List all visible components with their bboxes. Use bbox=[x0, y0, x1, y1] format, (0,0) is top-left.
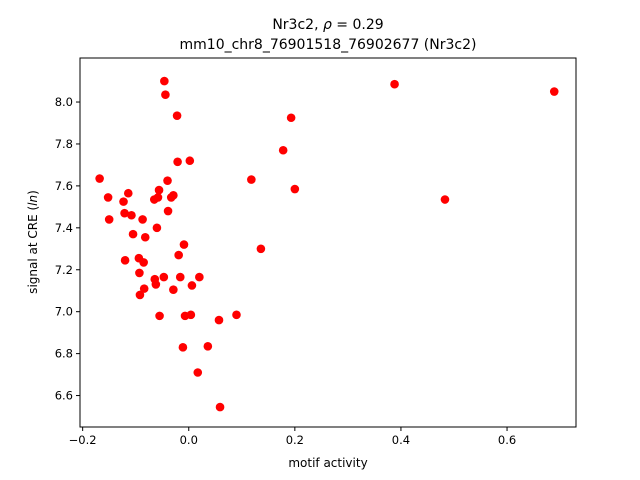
axis-ticks: −0.2 0.0 0.2 0.4 0.6 6.6 6.8 7.0 7.2 7.4 7.6 7.8 8.0 bbox=[55, 95, 516, 447]
data-points bbox=[95, 76, 559, 412]
data-point bbox=[138, 215, 147, 224]
data-point bbox=[128, 229, 138, 239]
data-point bbox=[232, 310, 241, 320]
data-point bbox=[161, 90, 170, 99]
y-tick-label: 7.8 bbox=[55, 137, 73, 151]
y-tick-label: 7.0 bbox=[55, 305, 73, 319]
data-point bbox=[290, 184, 300, 194]
data-point bbox=[140, 232, 150, 242]
data-point bbox=[154, 185, 164, 195]
data-point bbox=[390, 79, 399, 89]
data-point bbox=[247, 175, 256, 184]
data-point bbox=[195, 272, 204, 282]
data-point bbox=[153, 193, 163, 202]
data-point bbox=[95, 174, 104, 183]
data-point bbox=[135, 290, 145, 300]
data-point bbox=[123, 188, 133, 198]
data-point bbox=[119, 197, 128, 206]
y-tick-label: 7.4 bbox=[55, 221, 73, 235]
data-point bbox=[187, 281, 197, 290]
data-point bbox=[172, 111, 182, 120]
plot-frame bbox=[79, 57, 577, 428]
data-point bbox=[549, 87, 559, 96]
data-point bbox=[185, 156, 195, 166]
data-point bbox=[104, 215, 114, 224]
data-point bbox=[286, 113, 296, 123]
data-point bbox=[278, 145, 288, 155]
y-tick-label: 7.2 bbox=[55, 263, 73, 277]
data-point bbox=[193, 368, 203, 377]
data-point bbox=[152, 223, 162, 233]
data-point bbox=[151, 280, 161, 289]
data-point bbox=[215, 402, 225, 412]
data-point bbox=[175, 272, 185, 282]
x-tick-label: 0.2 bbox=[286, 433, 304, 447]
data-point bbox=[203, 341, 213, 351]
data-point bbox=[174, 250, 183, 260]
y-axis-label: signal at CRE (ln) bbox=[26, 190, 40, 294]
data-point bbox=[179, 240, 189, 249]
x-tick-label: 0.4 bbox=[392, 433, 410, 447]
y-tick-label: 7.6 bbox=[55, 179, 73, 193]
chart-title-line2: mm10_chr8_76901518_76902677 (Nr3c2) bbox=[180, 37, 477, 53]
x-axis-label: motif activity bbox=[288, 456, 367, 470]
chart-title-line1: Nr3c2, ρ = 0.29 bbox=[272, 17, 383, 33]
data-point bbox=[214, 315, 224, 325]
data-point bbox=[135, 268, 144, 278]
data-point bbox=[440, 195, 450, 204]
data-point bbox=[103, 193, 113, 202]
data-point bbox=[173, 157, 182, 167]
x-tick-label: 0.0 bbox=[180, 433, 198, 447]
data-point bbox=[163, 206, 173, 216]
y-tick-label: 6.8 bbox=[55, 347, 73, 361]
y-tick-label: 6.6 bbox=[55, 389, 73, 403]
x-tick-label: 0.6 bbox=[498, 433, 516, 447]
data-point bbox=[160, 76, 169, 86]
data-point bbox=[169, 191, 178, 200]
data-point bbox=[127, 210, 136, 220]
data-point bbox=[178, 343, 188, 352]
data-point bbox=[120, 208, 129, 218]
x-tick-label: −0.2 bbox=[69, 433, 97, 447]
data-point bbox=[120, 256, 130, 265]
data-point bbox=[256, 244, 266, 254]
data-point bbox=[155, 311, 164, 321]
data-point bbox=[139, 258, 148, 267]
data-point bbox=[163, 176, 172, 185]
data-point bbox=[169, 285, 178, 294]
data-point bbox=[139, 284, 149, 293]
data-point bbox=[159, 272, 169, 282]
data-point bbox=[186, 310, 196, 320]
y-tick-label: 8.0 bbox=[55, 95, 73, 109]
